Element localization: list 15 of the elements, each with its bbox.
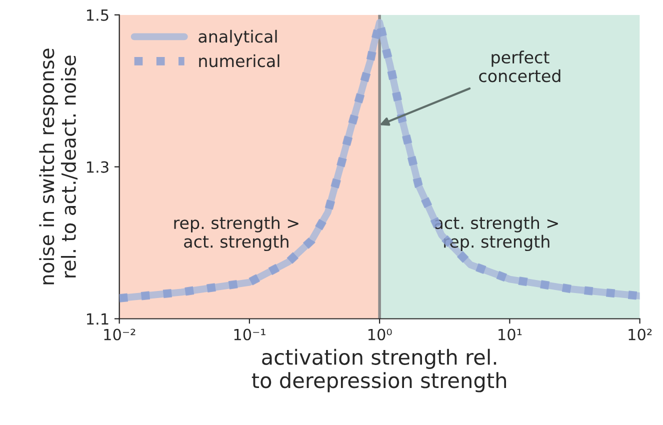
x-tick-label: 10⁻² — [104, 328, 136, 340]
x-tick-label: 10⁰ — [368, 328, 392, 340]
x-tick-label: 10⁻¹ — [234, 328, 266, 340]
y-tick-label: 1.3 — [87, 161, 108, 173]
y-tick-label: 1.5 — [87, 10, 108, 21]
band-label: rep. strength > act. strength — [174, 216, 298, 252]
y-tick-label: 1.1 — [87, 313, 108, 325]
band-label: act. strength > rep. strength — [434, 216, 558, 252]
x-axis-title: activation strength rel. to derepression strength — [252, 348, 506, 392]
legend-label: analytical — [198, 30, 277, 46]
x-tick-label: 10¹ — [498, 328, 522, 340]
y-axis-title: noise in switch response rel. to act./deact. noise — [39, 48, 78, 284]
x-tick-label: 10² — [628, 328, 652, 340]
annotation: perfect concerted — [479, 50, 560, 82]
legend-label: numerical — [199, 54, 280, 68]
